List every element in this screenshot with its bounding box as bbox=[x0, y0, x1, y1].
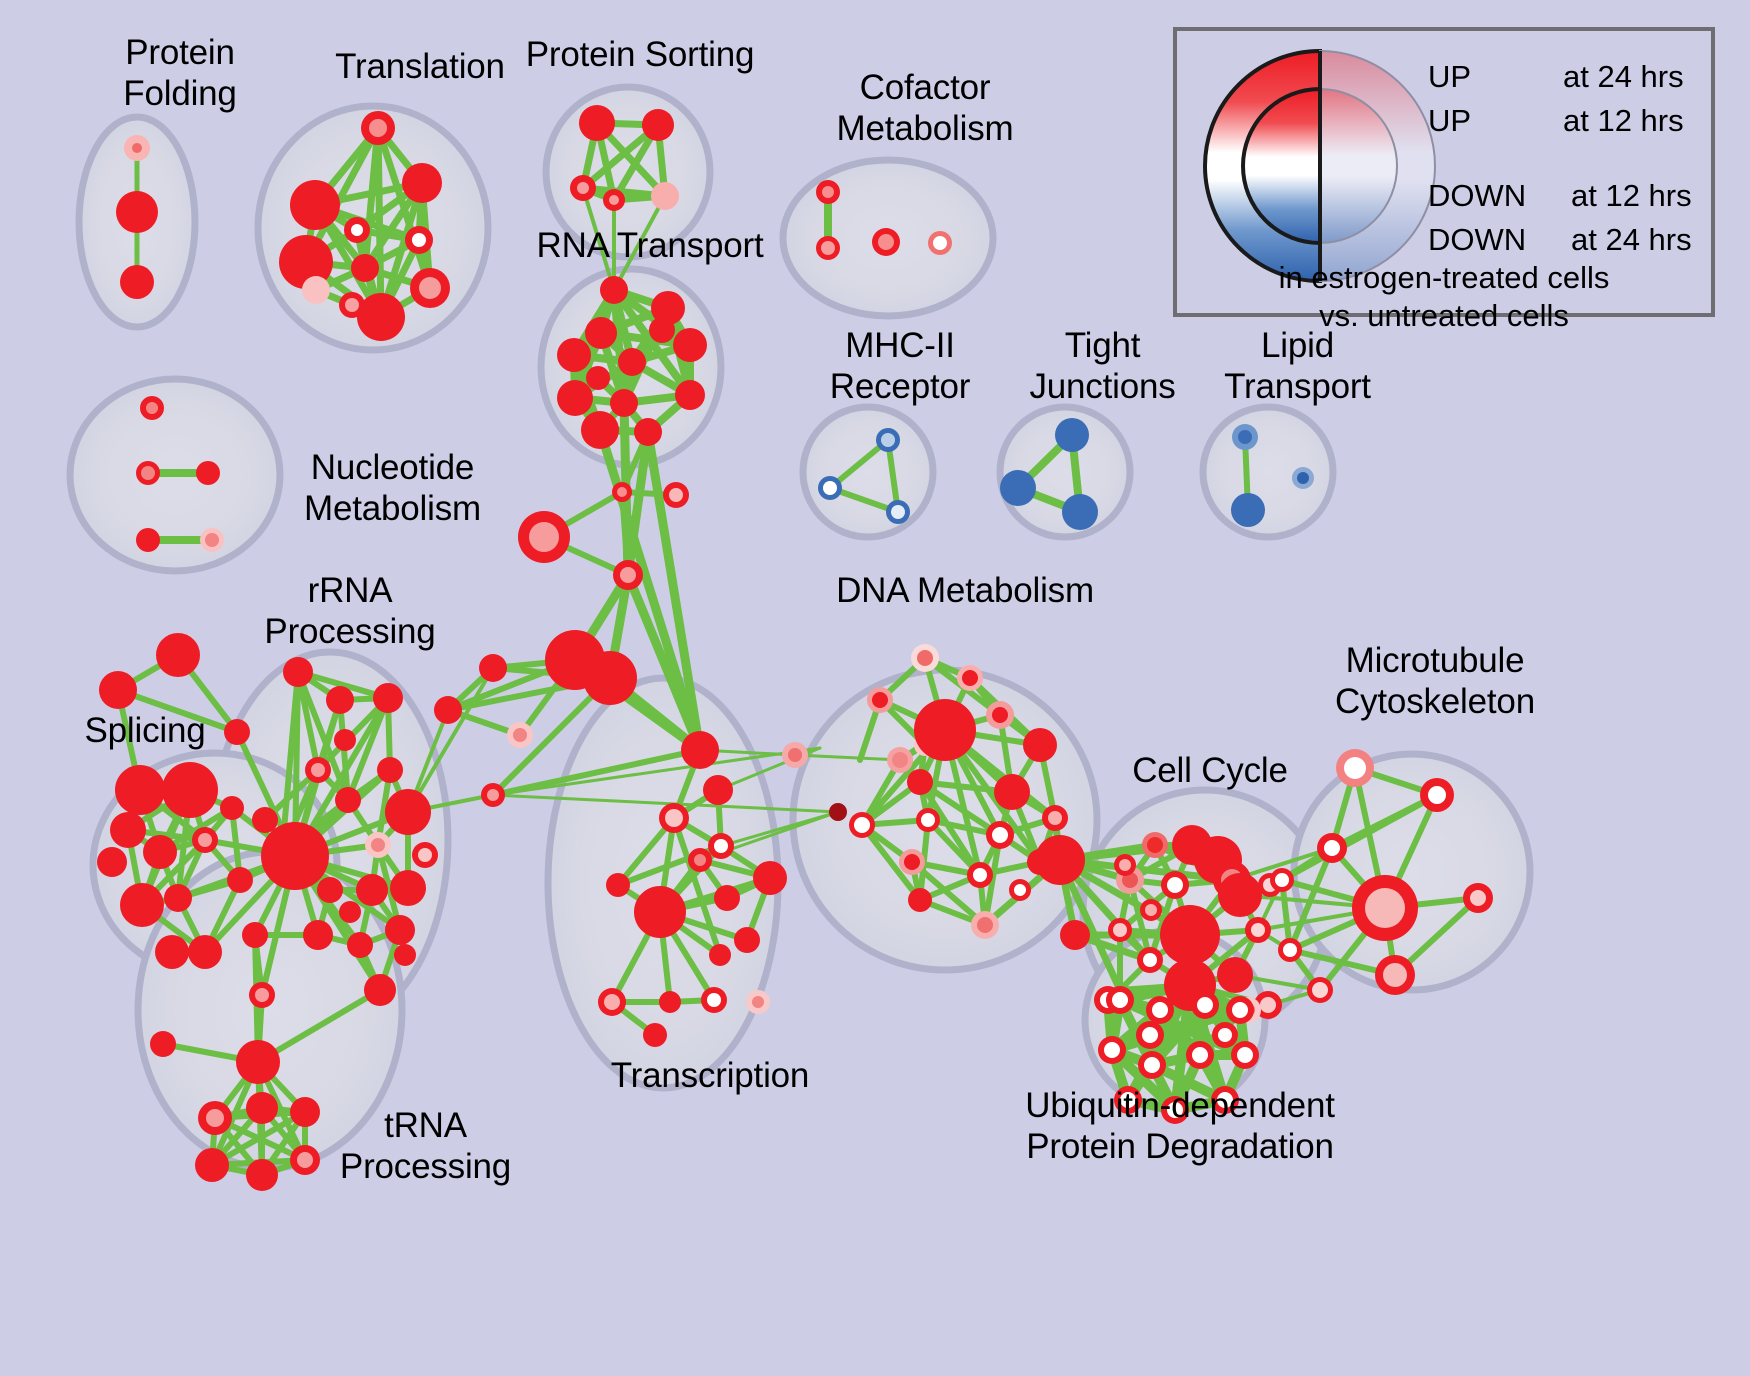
legend-caption-line1: in estrogen-treated cells bbox=[1278, 260, 1610, 295]
cluster-label-mhc-ii-receptor: MHC-II Receptor bbox=[829, 326, 971, 406]
legend-state-down-12: DOWN bbox=[1428, 178, 1527, 213]
node-group-protein-folding bbox=[116, 135, 158, 299]
legend-time-up-12: at 12 hrs bbox=[1563, 103, 1684, 138]
node-group-cofactor-metabolism bbox=[816, 180, 952, 260]
cluster-label-transcription: Transcription bbox=[610, 1056, 810, 1095]
node-group-trna-processing bbox=[150, 1031, 320, 1191]
legend-time-down-24: at 24 hrs bbox=[1571, 222, 1692, 257]
cluster-label-lipid-transport: Lipid Transport bbox=[1224, 326, 1371, 406]
cluster-label-tight-junctions: Tight Junctions bbox=[1029, 326, 1176, 406]
network-nodes bbox=[97, 105, 1493, 1191]
node-group-ubiquitin bbox=[1094, 986, 1259, 1124]
node-group-dna-metabolism bbox=[849, 644, 1090, 950]
cluster-label-protein-sorting: Protein Sorting bbox=[525, 35, 755, 74]
cluster-label-protein-folding: Protein Folding bbox=[123, 33, 237, 113]
legend-time-down-12: at 12 hrs bbox=[1571, 178, 1692, 213]
node-group-microtubule bbox=[1270, 749, 1493, 1003]
node-group-cell-cycle bbox=[1108, 825, 1282, 1023]
legend-state-up-12: UP bbox=[1428, 103, 1472, 138]
node-group-rna-transport bbox=[557, 276, 707, 449]
cluster-label-translation: Translation bbox=[335, 47, 505, 86]
legend-time-up-24: at 24 hrs bbox=[1563, 59, 1684, 94]
legend-state-down-24: DOWN bbox=[1428, 222, 1527, 257]
cluster-label-trna-processing: tRNA Processing bbox=[339, 1106, 512, 1186]
legend-caption-line2: vs. untreated cells bbox=[1319, 298, 1569, 333]
legend-box: UP at 24 hrs UP at 12 hrs DOWN at 12 hrs… bbox=[1173, 27, 1715, 333]
node-group-splicing bbox=[97, 633, 253, 969]
node-group-protein-sorting bbox=[570, 105, 679, 211]
cluster-label-dna-metabolism: DNA Metabolism bbox=[836, 571, 1094, 610]
node-group-nucleotide-metabolism bbox=[136, 396, 224, 552]
node-group-translation bbox=[279, 111, 450, 341]
node-group-lipid-transport bbox=[1231, 424, 1314, 527]
cluster-label-microtubule-cytoskeleton: Microtubule Cytoskeleton bbox=[1335, 641, 1535, 721]
node-group-transcription bbox=[598, 775, 787, 1047]
cluster-label-cofactor-metabolism: Cofactor Metabolism bbox=[836, 68, 1014, 148]
node-group-tight-junctions bbox=[1000, 418, 1098, 530]
legend-color-wheel bbox=[1203, 48, 1436, 284]
cluster-label-nucleotide-metabolism: Nucleotide Metabolism bbox=[304, 448, 481, 528]
node-group-mhc-ii bbox=[818, 428, 910, 524]
cluster-label-rna-transport: RNA Transport bbox=[536, 226, 764, 265]
hull-tight-junctions bbox=[996, 403, 1134, 541]
cluster-label-rrna-processing: rRNA Processing bbox=[264, 571, 436, 651]
node-group-rrna-processing bbox=[242, 657, 438, 1008]
hull-lipid-transport bbox=[1199, 403, 1337, 541]
legend-state-up-24: UP bbox=[1428, 59, 1472, 94]
cluster-label-cell-cycle: Cell Cycle bbox=[1132, 751, 1288, 790]
cluster-label-splicing: Splicing bbox=[84, 711, 206, 750]
cluster-label-ubiquitin-degradation: Ubiquitin-dependent Protein Degradation bbox=[1025, 1086, 1335, 1166]
node-group-spine bbox=[434, 482, 847, 821]
hull-mhc-ii bbox=[799, 403, 937, 541]
